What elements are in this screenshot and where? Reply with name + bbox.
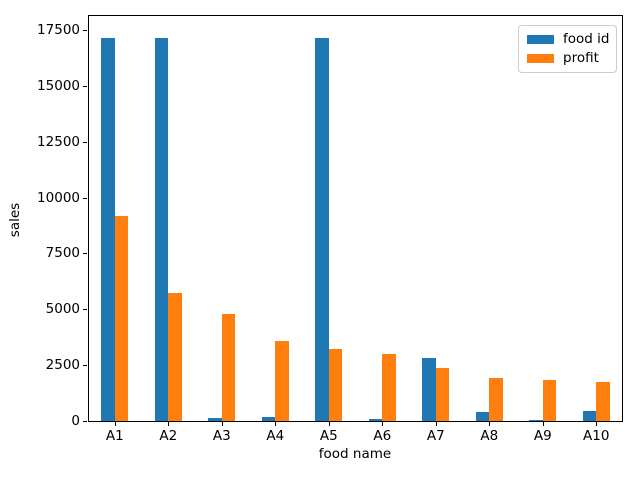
x-axis-label: food name [318,446,392,462]
bar-profit-A4 [275,341,289,421]
y-tick-label: 17500 [37,21,80,38]
x-tick-label-A9: A9 [533,428,552,444]
y-tick-mark [83,85,87,87]
y-tick-mark [83,421,87,422]
bar-profit-A5 [328,349,343,421]
x-tick-label-A4: A4 [266,428,285,444]
x-tick-label-A2: A2 [159,428,178,444]
x-tick-label-A7: A7 [426,428,445,444]
y-tick-mark [83,365,87,367]
x-tick-label-A6: A6 [373,428,392,444]
bar-profit-A8 [489,378,503,421]
bar-profit-A10 [596,381,610,421]
bar-profit-A6 [382,353,396,421]
bar-profit-A9 [542,380,557,421]
bar-food-id-A9 [529,419,543,421]
bar-food-id-A6 [368,419,383,421]
bar-food-id-A1 [101,38,115,421]
x-tick-label-A1: A1 [105,428,124,444]
y-axis-label: sales [7,202,23,238]
bar-food-id-A5 [315,38,329,421]
bar-profit-A7 [435,368,450,421]
bar-profit-A1 [114,215,129,421]
x-tick-label-A10: A10 [583,428,610,444]
x-tick-mark [435,422,437,426]
x-tick-mark [114,422,116,426]
x-tick-mark [542,422,544,426]
bar-food-id-A8 [475,411,490,421]
x-tick-mark [168,422,170,426]
y-tick-mark [83,253,87,255]
x-tick-mark [596,422,598,426]
legend-entry-profit: profit [527,49,608,68]
y-tick-label: 0 [71,413,80,429]
y-tick-label: 10000 [37,189,80,206]
bar-profit-A3 [221,313,236,421]
x-tick-mark [328,422,330,426]
x-tick-mark [489,422,491,426]
y-tick-label: 2500 [45,357,80,374]
legend-label: food id [563,31,610,47]
y-tick-label: 5000 [45,301,80,318]
x-tick-mark [221,422,223,426]
bar-food-id-A7 [422,357,436,421]
y-tick-label: 15000 [37,77,80,94]
y-tick-label: 7500 [45,245,80,262]
y-tick-mark [83,29,87,31]
legend-entry-food-id: food id [527,30,610,49]
x-tick-label-A3: A3 [212,428,231,444]
y-tick-mark [83,197,87,199]
legend-label: profit [563,50,599,66]
bar-profit-A2 [168,293,182,421]
x-tick-label-A5: A5 [319,428,338,444]
bar-food-id-A3 [208,417,222,421]
bar-food-id-A4 [261,417,276,421]
y-tick-mark [83,141,87,143]
bar-food-id-A2 [154,38,169,421]
plot-area [88,15,623,422]
x-tick-label-A8: A8 [480,428,499,444]
bar-food-id-A10 [582,410,597,421]
y-tick-mark [83,309,87,311]
legend-swatch-icon [527,54,554,63]
y-tick-label: 12500 [37,133,80,150]
x-tick-mark [382,422,384,426]
legend-swatch-icon [527,35,554,44]
x-tick-mark [275,422,277,426]
legend: food id profit [518,25,617,73]
